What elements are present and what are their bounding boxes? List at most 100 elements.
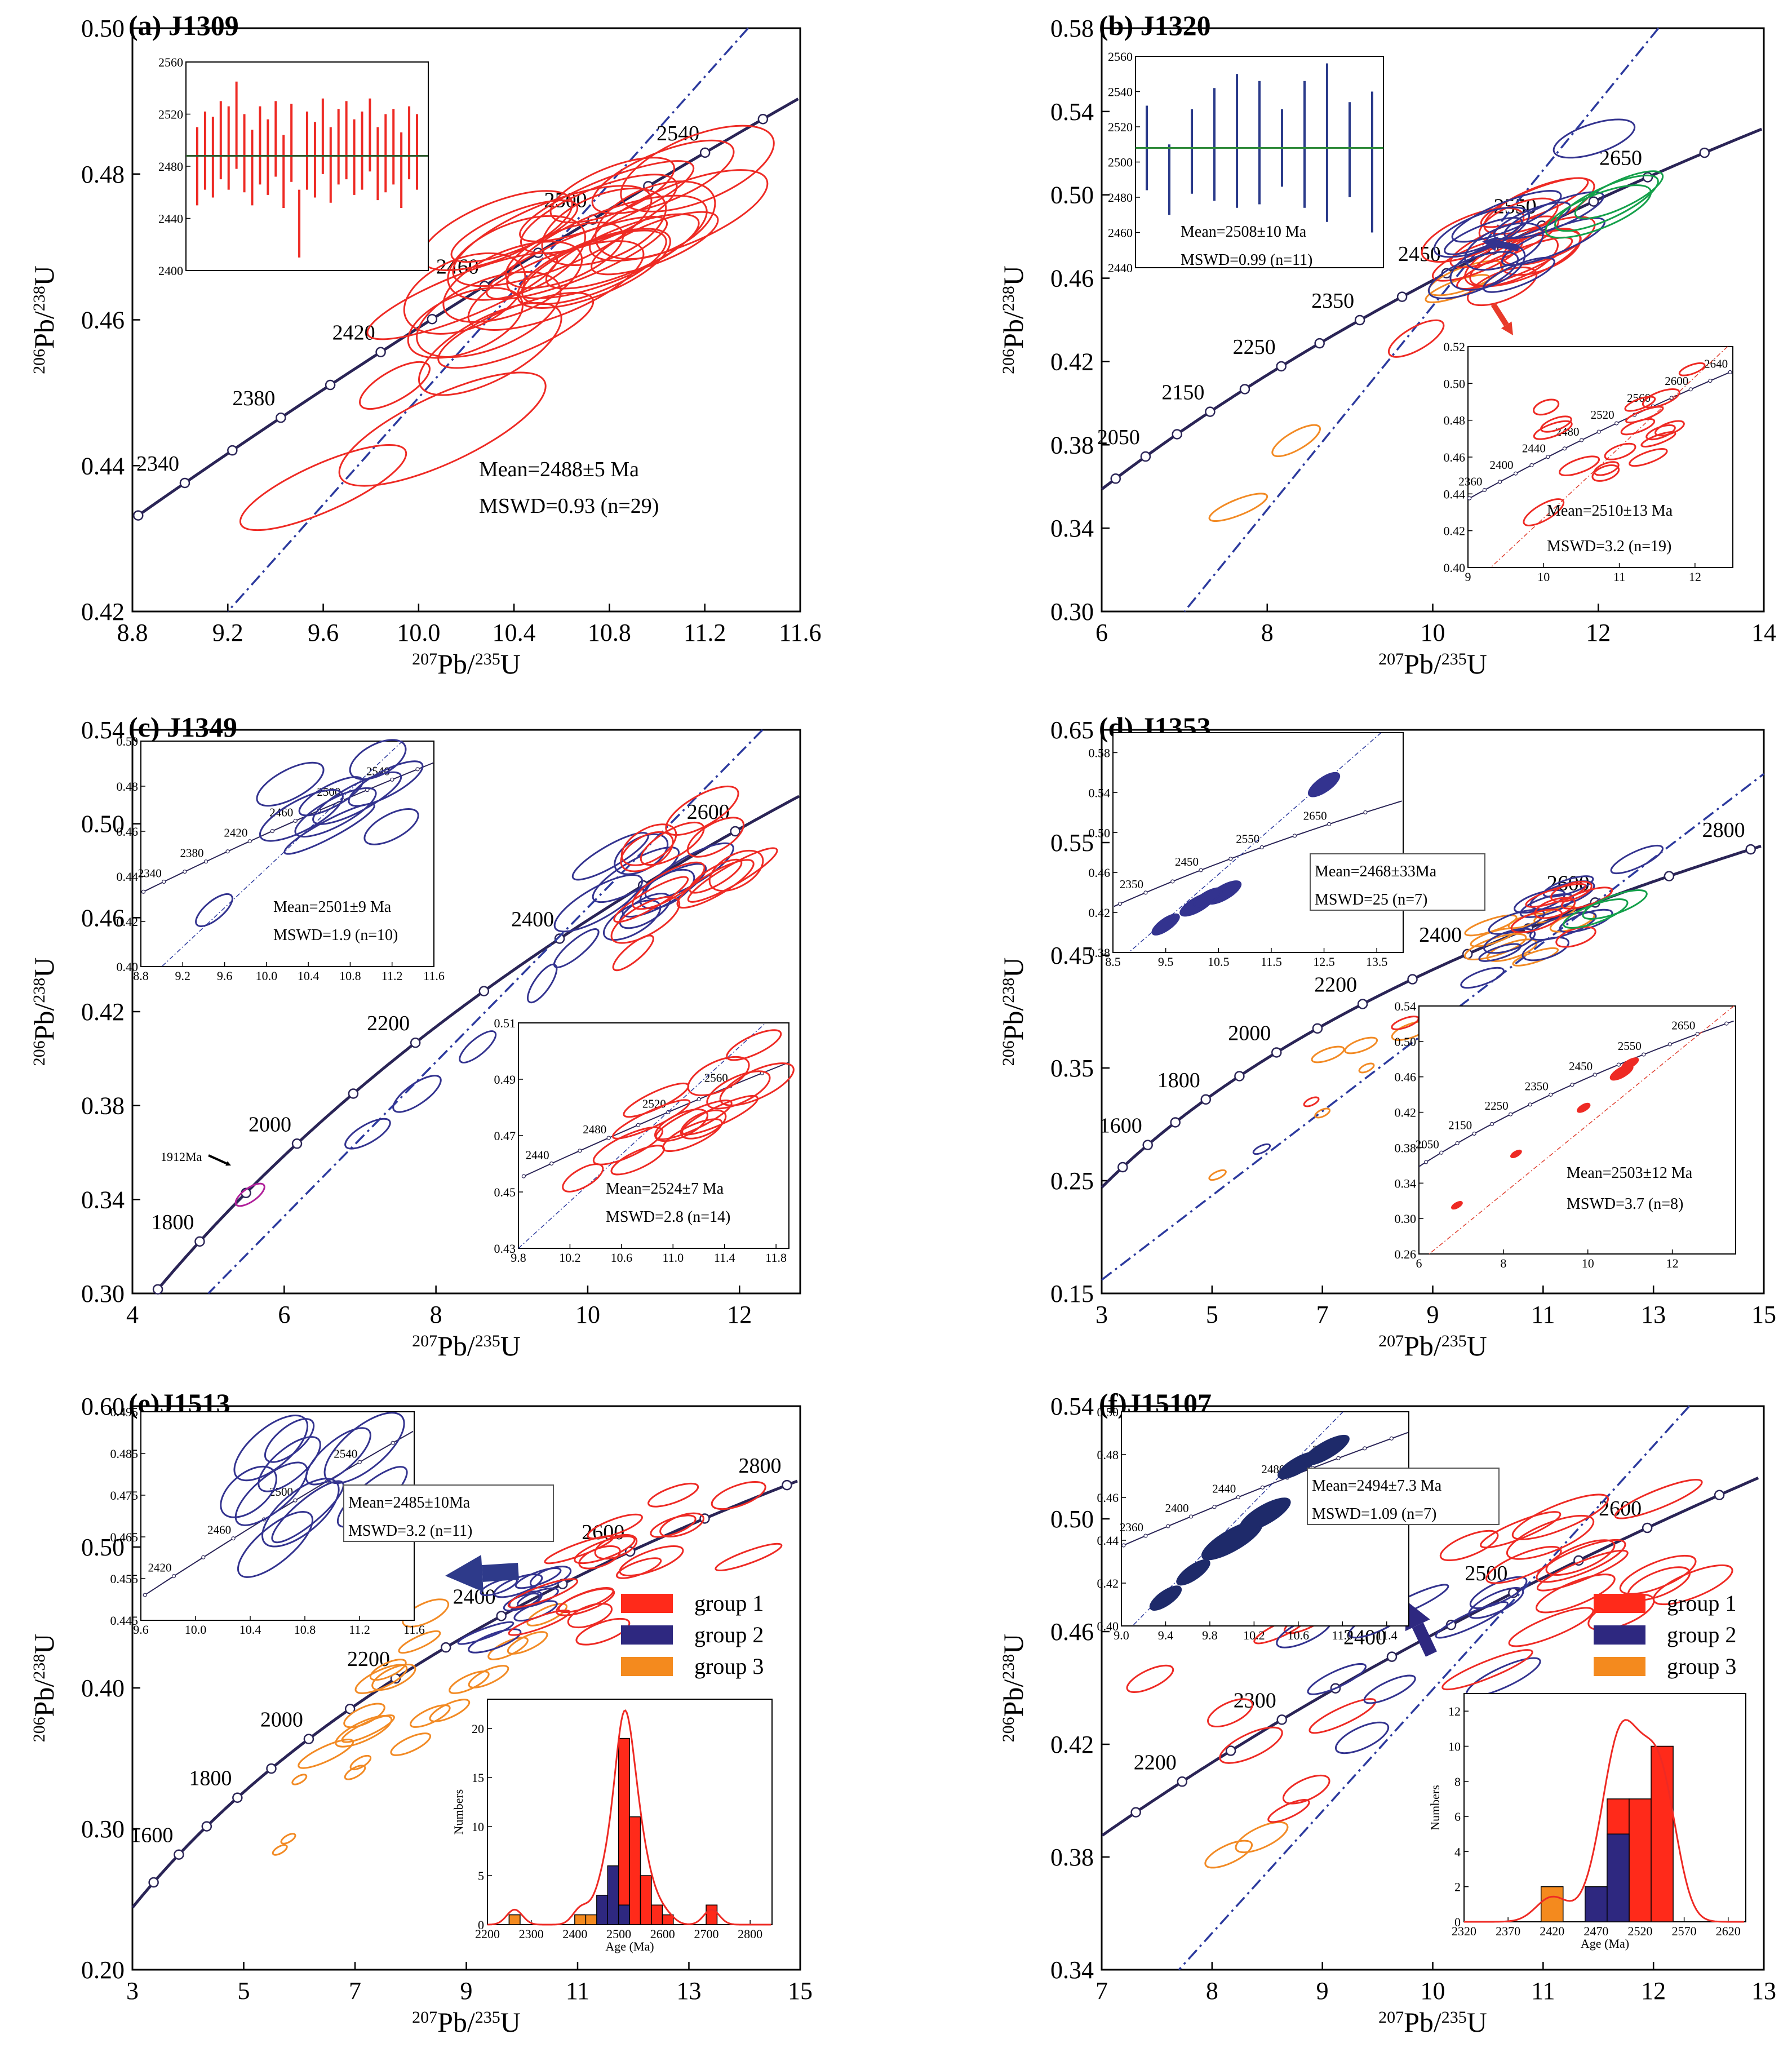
concordia-age-label: 2440 [1212,1482,1236,1496]
concordia-age-marker [1529,463,1534,468]
error-ellipse [631,861,706,910]
concordia-age-marker [1228,857,1233,861]
x-tick-label: 9.2 [175,969,191,983]
y-tick-label: 0.46 [81,307,125,334]
error-ellipse [639,868,695,910]
histogram-x-tick-label: 2370 [1496,1924,1520,1938]
concordia-age-marker [225,849,230,854]
y-tick-label: 0.52 [1444,340,1466,354]
error-ellipse [1441,1649,1533,1691]
concordia-age-marker [291,1138,303,1149]
concordia-age-marker [1467,496,1472,500]
error-ellipse [363,808,419,845]
error-ellipse [1207,1698,1253,1728]
error-ellipse [1535,1574,1616,1614]
error-ellipse [468,1628,522,1654]
histogram-x-label: Age (Ma) [605,1939,654,1953]
concordia-age-marker [162,879,166,884]
error-ellipse [410,1704,451,1728]
concordia-age-marker [201,1555,206,1559]
concordia-age-marker [1596,429,1601,434]
concordia-age-marker [549,1161,554,1166]
error-ellipse [1545,184,1652,239]
concordia-age-label: 2600 [687,800,730,824]
error-ellipse [1545,1539,1616,1576]
concordia-age-marker [1140,451,1151,462]
concordia-age-label: 2000 [260,1708,303,1732]
y-tick-label: 0.30 [81,1280,125,1308]
histogram-x-tick-label: 2600 [650,1927,675,1941]
y-tick-label: 0.50 [1395,1035,1417,1049]
concordia-age-marker [1528,1102,1532,1107]
y-tick-label: 0.40 [1444,561,1466,575]
y-tick-label: 0.50 [81,1534,125,1561]
panel-title: (c) J1349 [128,711,237,743]
y-tick-label: 0.44 [117,870,139,884]
legend-swatch [621,1657,673,1676]
x-tick-label: 12.5 [1313,955,1335,969]
error-ellipse [1433,206,1531,258]
histogram-x-tick-label: 2800 [738,1927,762,1941]
inset-mean: Mean=2524±7 Ma [606,1180,724,1198]
error-ellipse [1523,498,1565,526]
error-ellipse [612,934,654,972]
arrow-head [1482,236,1498,251]
error-ellipse [468,1665,509,1688]
concordia-age-label: 2050 [1097,426,1140,449]
concordia-age-marker [1546,455,1550,459]
error-ellipse [553,928,600,968]
concordia-age-marker [1271,1047,1282,1058]
discordia-line [1429,1005,1735,1255]
legend-swatch [1594,1657,1645,1676]
x-tick-label: 9.8 [511,1251,526,1265]
error-ellipse [1593,461,1620,476]
x-tick-label: 7 [1316,1301,1329,1328]
y-tick-label: 0.50 [1444,376,1466,391]
error-ellipse [298,776,364,817]
y-axis-label: 206Pb/238U [997,265,1029,374]
annotation-box [343,1484,554,1542]
y-tick-label: 0.46 [1089,866,1111,880]
x-tick-label: 10 [1582,1256,1594,1270]
error-ellipse [575,1617,631,1646]
y-tick-label: 0.60 [81,1393,125,1420]
concordia-age-label: 2800 [738,1454,781,1478]
concordia-age-marker [171,1574,176,1579]
concordia-age-marker [1239,384,1250,395]
error-ellipse [541,187,667,267]
error-ellipse [371,1663,416,1691]
error-ellipse [403,252,526,335]
concordia-age-marker [1669,396,1674,400]
concordia-age-marker [554,933,565,944]
y-tick-label: 0.54 [1089,786,1111,800]
concordia-age-marker [1234,1071,1245,1082]
error-ellipse [344,1118,391,1150]
y-tick-label: 0.35 [1050,1054,1094,1082]
concordia-age-label: 1600 [1099,1114,1142,1138]
error-ellipse [390,1732,432,1756]
error-ellipse [1506,1514,1595,1560]
concordia-age-marker [1699,147,1710,158]
x-tick-label: 8 [1500,1256,1506,1270]
y-tick-label: 0.34 [81,1186,125,1213]
error-ellipse [1208,1169,1227,1181]
error-ellipse [354,1664,408,1694]
x-tick-label: 10.8 [588,619,631,646]
concordia-age-marker [1549,1092,1553,1097]
x-tick-label: 3 [1095,1301,1108,1328]
error-ellipse [526,1603,567,1626]
histogram-y-tick-label: 15 [472,1771,484,1785]
concordia-age-marker [247,839,252,844]
concordia-age-label: 2450 [1175,855,1199,868]
concordia-age-marker [344,1704,356,1714]
error-ellipse [447,215,586,301]
histogram-bar-group1 [629,1816,641,1925]
error-ellipse [1334,1721,1390,1754]
y-tick-label: 0.42 [81,598,125,626]
y-tick-label: 0.445 [110,1614,139,1628]
error-ellipse [1126,1664,1174,1693]
y-tick-label: 0.38 [1089,946,1111,960]
discordia-line [227,27,749,613]
mswd-annotation: MSWD=0.93 (n=29) [479,494,659,518]
error-ellipse [1252,1143,1271,1155]
